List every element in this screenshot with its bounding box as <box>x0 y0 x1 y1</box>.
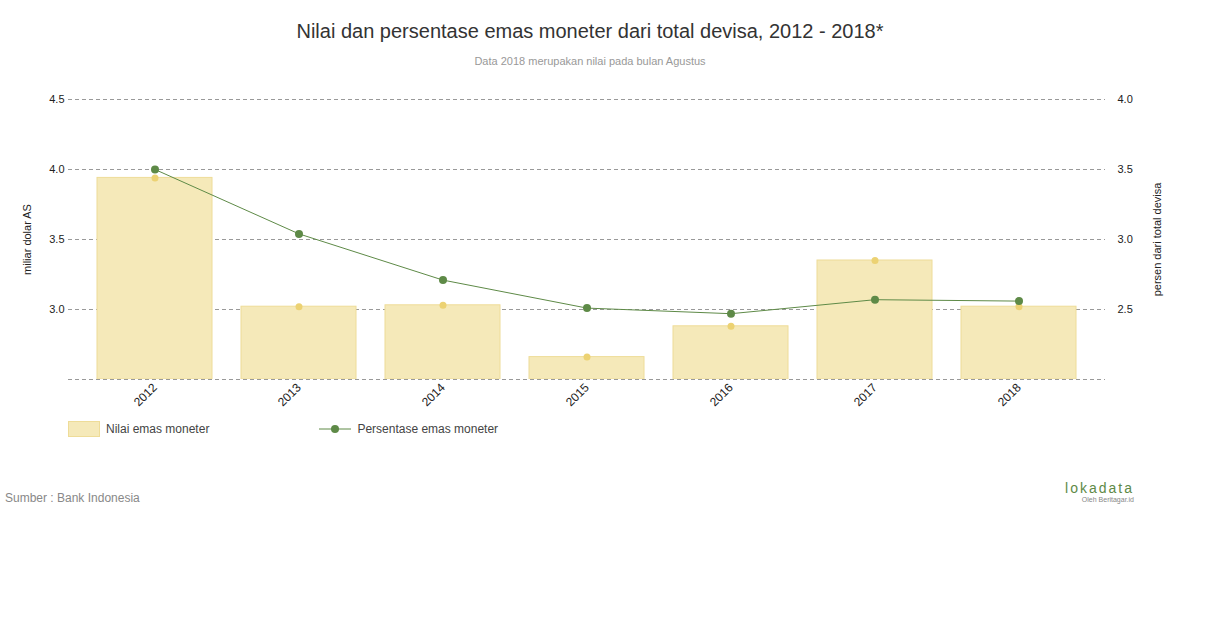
html-text:Nilai dan persentase emas mone: Nilai dan persentase emas moneter dari t… <box>296 20 884 42</box>
svg-text:2013: 2013 <box>275 380 304 409</box>
html-text:Nilai emas moneter: Nilai emas moneter <box>106 422 210 436</box>
svg-text:2.5: 2.5 <box>1118 303 1133 315</box>
html-text:Data 2018 merupakan nilai pada: Data 2018 merupakan nilai pada bulan Agu… <box>474 55 706 67</box>
svg-text:3.0: 3.0 <box>1118 233 1133 245</box>
html-text:Oleh Beritagar.id: Oleh Beritagar.id <box>1081 496 1134 503</box>
svg-text:2018: 2018 <box>995 380 1024 409</box>
svg-text:3.5: 3.5 <box>49 233 64 245</box>
svg-text:4.5: 4.5 <box>49 93 64 105</box>
svg-text:2017: 2017 <box>851 380 880 409</box>
svg-text:3.0: 3.0 <box>49 303 64 315</box>
svg-text:persen dari total devisa: persen dari total devisa <box>1151 182 1163 297</box>
svg-text:miliar dolar AS: miliar dolar AS <box>21 204 33 275</box>
svg-text:4.0: 4.0 <box>49 163 64 175</box>
svg-text:2014: 2014 <box>419 380 448 409</box>
svg-text:2015: 2015 <box>563 380 592 409</box>
html-text:Sumber : Bank Indonesia: Sumber : Bank Indonesia <box>5 491 140 505</box>
svg-text:2012: 2012 <box>131 380 160 409</box>
html-text:Persentase emas moneter: Persentase emas moneter <box>357 422 499 436</box>
svg-text:3.5: 3.5 <box>1118 163 1133 175</box>
svg-text:4.0: 4.0 <box>1118 93 1133 105</box>
html-text:lokadata: lokadata <box>1065 480 1134 496</box>
svg-text:2016: 2016 <box>707 380 736 409</box>
